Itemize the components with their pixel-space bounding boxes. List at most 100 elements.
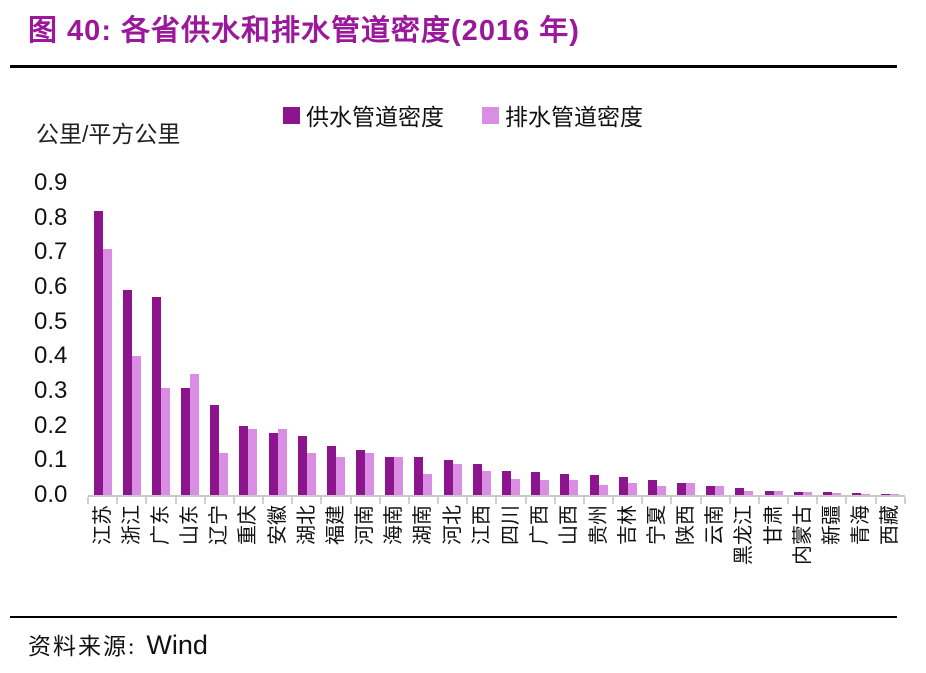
x-axis-label-cell: 四川 xyxy=(496,502,525,616)
bar-drainage xyxy=(452,463,462,495)
bar-group xyxy=(467,183,498,504)
x-axis-label-cell: 广西 xyxy=(526,502,555,616)
x-axis-label: 青海 xyxy=(850,505,873,545)
x-axis-label-cell: 重庆 xyxy=(234,502,263,616)
x-axis-label-cell: 海南 xyxy=(380,502,409,616)
bar-drainage xyxy=(715,486,725,495)
legend-label-supply: 供水管道密度 xyxy=(306,104,444,130)
bar-group xyxy=(846,183,877,504)
x-axis-label-cell: 陕西 xyxy=(671,502,700,616)
bar-supply xyxy=(326,446,336,495)
x-axis-label: 黑龙江 xyxy=(733,505,756,565)
bar-drainage xyxy=(131,356,141,495)
x-axis-label: 湖南 xyxy=(412,505,435,545)
x-axis-label-cell: 甘肃 xyxy=(759,502,788,616)
bar-supply xyxy=(239,425,249,495)
x-axis-label-cell: 西藏 xyxy=(876,502,905,616)
bar-supply xyxy=(647,480,657,495)
bar-group xyxy=(642,183,673,504)
bar-supply xyxy=(93,210,103,495)
bar-supply xyxy=(589,474,599,495)
y-axis-tick-label: 0.9 xyxy=(34,169,68,196)
bar-supply xyxy=(268,432,278,495)
x-axis-label: 宁夏 xyxy=(645,505,668,545)
bar-supply xyxy=(560,474,570,495)
x-axis-label: 江西 xyxy=(470,505,493,545)
bar-drainage xyxy=(686,482,696,495)
x-axis-label-cell: 内蒙古 xyxy=(788,502,817,616)
bar-group xyxy=(263,183,294,504)
bar-group xyxy=(584,183,615,504)
chart-area: 供水管道密度 排水管道密度 公里/平方公里 0.9 0.8 0.7 0.6 0.5 0.4… xyxy=(0,68,926,616)
bar-group xyxy=(496,183,527,504)
bar-group xyxy=(876,183,906,504)
bar-supply xyxy=(297,436,307,495)
bar-drainage xyxy=(773,490,783,495)
bar-group xyxy=(205,183,236,504)
bar-group xyxy=(321,183,352,504)
plot-area xyxy=(86,183,906,504)
x-axis-label-cell: 湖南 xyxy=(409,502,438,616)
bar-supply xyxy=(122,290,132,495)
x-axis-label-cell: 浙江 xyxy=(117,502,146,616)
x-axis-label: 云南 xyxy=(704,505,727,545)
bar-group xyxy=(351,183,381,504)
bar-supply xyxy=(706,486,716,495)
x-axis-label-cell: 辽宁 xyxy=(205,502,234,616)
source-name: Wind xyxy=(146,630,208,660)
bar-supply xyxy=(501,470,511,495)
bar-drainage xyxy=(861,493,871,495)
bar-group xyxy=(438,183,469,504)
bar-group xyxy=(759,183,790,504)
y-axis-tick-label: 0.3 xyxy=(34,377,68,404)
x-axis-label-cell: 河北 xyxy=(438,502,467,616)
x-axis-label: 广西 xyxy=(529,505,552,545)
bar-supply xyxy=(822,492,832,495)
x-axis-label-cell: 吉林 xyxy=(613,502,642,616)
x-axis-label: 浙江 xyxy=(120,505,143,545)
x-axis-label: 山东 xyxy=(179,505,202,545)
legend: 供水管道密度 排水管道密度 xyxy=(0,98,926,132)
legend-item-drainage: 排水管道密度 xyxy=(482,98,643,132)
x-axis-label-cell: 宁夏 xyxy=(642,502,671,616)
title-divider xyxy=(10,65,897,68)
bar-group xyxy=(234,183,265,504)
bar-group xyxy=(409,183,440,504)
bar-supply xyxy=(414,456,424,495)
y-axis-tick-label: 0.5 xyxy=(34,307,68,335)
bar-group xyxy=(146,183,177,504)
bar-group xyxy=(671,183,702,504)
bar-supply xyxy=(764,490,774,495)
drainage-series-swatch xyxy=(482,106,499,124)
x-axis-label: 贵州 xyxy=(587,505,610,545)
bar-supply xyxy=(385,456,395,495)
legend-label-drainage: 排水管道密度 xyxy=(505,104,643,130)
bar-supply xyxy=(618,476,628,495)
x-axis-label-cell: 青海 xyxy=(846,502,875,616)
y-axis-tick-label: 0.8 xyxy=(34,203,68,231)
bar-supply xyxy=(531,472,541,495)
bar-drainage xyxy=(160,387,170,495)
bar-supply xyxy=(181,387,191,495)
source-divider xyxy=(10,616,897,618)
y-axis-tick-label: 0.2 xyxy=(34,411,68,439)
x-axis-label: 湖北 xyxy=(295,505,318,545)
legend-item-supply: 供水管道密度 xyxy=(283,98,444,132)
bar-drainage xyxy=(481,470,491,495)
x-axis-label: 新疆 xyxy=(820,505,843,545)
bar-group xyxy=(613,183,644,504)
x-axis-label: 河南 xyxy=(354,505,377,545)
x-axis-label-cell: 云南 xyxy=(701,502,730,616)
bar-group xyxy=(555,183,586,504)
y-axis-tick-label: 0.1 xyxy=(34,446,68,474)
bar-supply xyxy=(852,493,862,495)
bar-drainage xyxy=(598,484,608,495)
x-axis-label-cell: 河南 xyxy=(351,502,380,616)
bar-drainage xyxy=(394,456,404,495)
x-axis-label-cell: 山西 xyxy=(555,502,584,616)
bar-group xyxy=(788,183,819,504)
x-axis-label-cell: 广东 xyxy=(146,502,175,616)
x-axis-labels: 江苏 浙江 广东 山东 辽宁 重庆 安徽 湖北 福建 河南 海南 湖南 河北 江西 四川 广西 山西 贵州 吉林 宁夏… xyxy=(88,502,905,616)
bar-supply xyxy=(472,463,482,495)
